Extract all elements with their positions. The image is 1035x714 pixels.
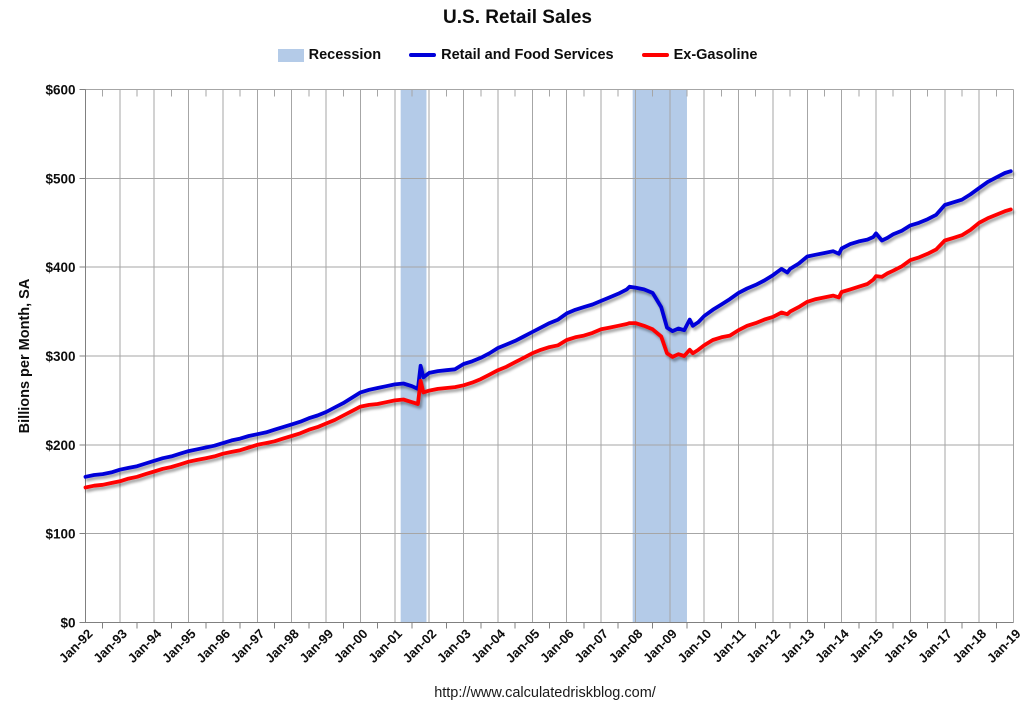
chart-title: U.S. Retail Sales [443, 7, 592, 28]
x-tick-label: Jan-95 [159, 626, 199, 666]
x-tick-label: Jan-16 [881, 626, 921, 666]
x-tick-label: Jan-97 [228, 626, 268, 666]
x-tick-label: Jan-08 [606, 626, 646, 666]
x-tick-label: Jan-98 [262, 626, 302, 666]
legend-item-retail-food-services: Retail and Food Services [409, 47, 614, 63]
x-tick-label: Jan-02 [400, 626, 440, 666]
legend-label-ex-gasoline: Ex-Gasoline [673, 47, 758, 63]
y-tick-label: $100 [45, 527, 75, 542]
y-tick-label: $500 [45, 171, 75, 186]
x-tick-label: Jan-00 [331, 626, 371, 666]
y-tick-label: $300 [45, 349, 75, 364]
x-tick-label: Jan-04 [468, 625, 508, 665]
x-tick-label: Jan-10 [675, 626, 715, 666]
y-tick-label: $0 [60, 616, 75, 631]
x-tick-label: Jan-07 [571, 626, 611, 666]
x-tick-label: Jan-01 [365, 626, 405, 666]
x-tick-label: Jan-11 [709, 626, 748, 665]
retail-line-swatch [409, 53, 437, 57]
x-tick-label: Jan-93 [90, 626, 130, 666]
x-tick-label: Jan-09 [640, 626, 680, 666]
legend-item-ex-gasoline: Ex-Gasoline [641, 47, 758, 63]
series-line-retail-food-services [83, 169, 1013, 479]
legend-label-recession: Recession [308, 47, 382, 63]
x-tick-label: Jan-15 [846, 626, 886, 666]
x-tick-label: Jan-96 [193, 626, 233, 666]
x-tick-label: Jan-17 [915, 626, 955, 666]
x-tick-label: Jan-13 [778, 626, 818, 666]
ex-gasoline-line-swatch [641, 53, 669, 57]
y-tick-label: $200 [45, 438, 75, 453]
series-line-ex-gasoline [83, 207, 1013, 490]
x-tick-label: Jan-99 [296, 626, 336, 666]
x-tick-label: Jan-06 [537, 626, 577, 666]
y-tick-label: $600 [45, 83, 75, 98]
x-tick-label: Jan-12 [743, 626, 783, 666]
x-tick-label: Jan-05 [503, 626, 543, 666]
source-url: http://www.calculatedriskblog.com/ [434, 685, 656, 701]
x-tick-label: Jan-14 [812, 625, 852, 665]
x-tick-label: Jan-94 [125, 625, 165, 665]
legend: Recession Retail and Food Services Ex-Ga… [0, 47, 1035, 63]
x-tick-label: Jan-19 [984, 626, 1024, 666]
legend-label-retail-food-services: Retail and Food Services [441, 47, 614, 63]
recession-swatch [277, 48, 304, 62]
x-tick-label: Jan-92 [56, 626, 96, 666]
legend-item-recession: Recession [277, 47, 382, 63]
y-tick-label: $400 [45, 260, 75, 275]
x-tick-label: Jan-18 [950, 626, 990, 666]
x-tick-label: Jan-03 [434, 626, 474, 666]
